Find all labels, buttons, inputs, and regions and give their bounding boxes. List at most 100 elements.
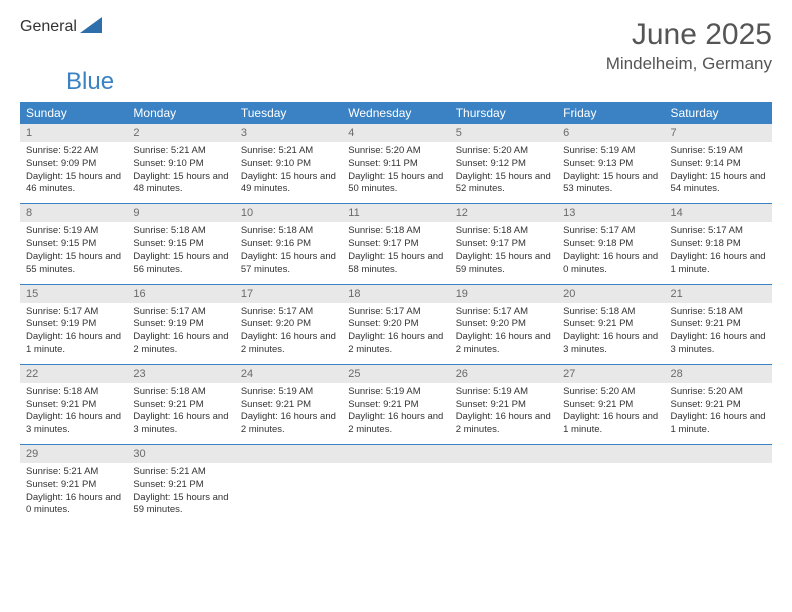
sunrise-text: Sunrise: 5:19 AM [241, 386, 336, 399]
day-content-row: Sunrise: 5:18 AMSunset: 9:21 PMDaylight:… [20, 383, 772, 445]
day-content-row: Sunrise: 5:22 AMSunset: 9:09 PM Daylight:… [20, 142, 772, 204]
day-number-cell [450, 445, 557, 464]
sunrise-text: Sunrise: 5:21 AM [241, 145, 336, 158]
sunrise-text: Sunrise: 5:19 AM [671, 145, 766, 158]
day-content-cell: Sunrise: 5:20 AMSunset: 9:12 PMDaylight:… [450, 142, 557, 204]
sunrise-text: Sunrise: 5:18 AM [563, 306, 658, 319]
sunset-text: Sunset: 9:17 PM [348, 238, 443, 251]
daylight-text: Daylight: 16 hours and 1 minute. [671, 251, 766, 277]
daylight-text: Daylight: 15 hours and 53 minutes. [563, 171, 658, 197]
brand-part2: Blue [66, 68, 114, 95]
day-number-cell: 19 [450, 284, 557, 303]
daylight-text: Daylight: 16 hours and 2 minutes. [348, 331, 443, 357]
day-content-cell: Sunrise: 5:18 AMSunset: 9:21 PMDaylight:… [665, 303, 772, 365]
day-number-cell: 11 [342, 204, 449, 223]
day-number-cell: 3 [235, 124, 342, 142]
daylight-text: Daylight: 16 hours and 0 minutes. [563, 251, 658, 277]
day-number-row: 1234567 [20, 124, 772, 142]
day-content-cell: Sunrise: 5:19 AMSunset: 9:15 PMDaylight:… [20, 222, 127, 284]
day-content-cell: Sunrise: 5:21 AMSunset: 9:10 PMDaylight:… [235, 142, 342, 204]
sunrise-text: Sunrise: 5:17 AM [133, 306, 228, 319]
day-content-cell [450, 463, 557, 524]
sunrise-text: Sunrise: 5:18 AM [133, 225, 228, 238]
day-number-cell: 29 [20, 445, 127, 464]
daylight-text: Daylight: 15 hours and 59 minutes. [456, 251, 551, 277]
day-number-cell: 21 [665, 284, 772, 303]
brand-part1: General [20, 18, 77, 36]
sunset-text: Sunset: 9:19 PM [133, 318, 228, 331]
sunrise-text: Sunrise: 5:20 AM [671, 386, 766, 399]
daylight-text: Daylight: 15 hours and 49 minutes. [241, 171, 336, 197]
day-content-cell: Sunrise: 5:18 AMSunset: 9:16 PMDaylight:… [235, 222, 342, 284]
sunrise-text: Sunrise: 5:19 AM [26, 225, 121, 238]
title-block: June 2025 Mindelheim, Germany [606, 18, 772, 74]
day-number-cell: 24 [235, 364, 342, 383]
day-number-cell: 20 [557, 284, 664, 303]
day-number-cell: 14 [665, 204, 772, 223]
sunset-text: Sunset: 9:19 PM [26, 318, 121, 331]
weekday-header: Sunday [20, 102, 127, 124]
sunset-text: Sunset: 9:11 PM [348, 158, 443, 171]
day-content-cell: Sunrise: 5:18 AMSunset: 9:17 PMDaylight:… [342, 222, 449, 284]
sunset-text: Sunset: 9:17 PM [456, 238, 551, 251]
sunset-text: Sunset: 9:21 PM [456, 399, 551, 412]
day-content-cell: Sunrise: 5:19 AMSunset: 9:21 PMDaylight:… [235, 383, 342, 445]
day-content-cell: Sunrise: 5:18 AMSunset: 9:21 PMDaylight:… [20, 383, 127, 445]
day-content-cell: Sunrise: 5:21 AMSunset: 9:21 PMDaylight:… [127, 463, 234, 524]
sunrise-text: Sunrise: 5:18 AM [671, 306, 766, 319]
daylight-text: Daylight: 16 hours and 2 minutes. [456, 411, 551, 437]
sunrise-text: Sunrise: 5:19 AM [456, 386, 551, 399]
day-content-cell: Sunrise: 5:20 AMSunset: 9:21 PMDaylight:… [665, 383, 772, 445]
day-number-cell [342, 445, 449, 464]
daylight-text: Daylight: 16 hours and 3 minutes. [26, 411, 121, 437]
sunset-text: Sunset: 9:21 PM [563, 399, 658, 412]
daylight-text: Daylight: 16 hours and 3 minutes. [671, 331, 766, 357]
day-number-cell: 2 [127, 124, 234, 142]
daylight-text: Daylight: 15 hours and 56 minutes. [133, 251, 228, 277]
day-number-cell: 16 [127, 284, 234, 303]
day-number-cell: 28 [665, 364, 772, 383]
sunrise-text: Sunrise: 5:22 AM [26, 145, 121, 158]
daylight-text: Daylight: 15 hours and 48 minutes. [133, 171, 228, 197]
day-content-cell: Sunrise: 5:17 AMSunset: 9:20 PMDaylight:… [450, 303, 557, 365]
weekday-header: Thursday [450, 102, 557, 124]
day-content-cell: Sunrise: 5:18 AMSunset: 9:21 PMDaylight:… [557, 303, 664, 365]
daylight-text: Daylight: 16 hours and 2 minutes. [241, 411, 336, 437]
day-number-cell: 13 [557, 204, 664, 223]
sunset-text: Sunset: 9:21 PM [133, 479, 228, 492]
sunset-text: Sunset: 9:16 PM [241, 238, 336, 251]
day-number-cell: 25 [342, 364, 449, 383]
weekday-header: Wednesday [342, 102, 449, 124]
sunset-text: Sunset: 9:21 PM [26, 479, 121, 492]
day-content-cell [235, 463, 342, 524]
page-header: General June 2025 Mindelheim, Germany [20, 18, 772, 74]
day-number-cell: 26 [450, 364, 557, 383]
daylight-text: Daylight: 16 hours and 2 minutes. [348, 411, 443, 437]
sunset-text: Sunset: 9:10 PM [133, 158, 228, 171]
day-content-cell: Sunrise: 5:19 AMSunset: 9:14 PMDaylight:… [665, 142, 772, 204]
day-number-row: 2930 [20, 445, 772, 464]
daylight-text: Daylight: 15 hours and 50 minutes. [348, 171, 443, 197]
sunset-text: Sunset: 9:15 PM [26, 238, 121, 251]
sunrise-text: Sunrise: 5:19 AM [348, 386, 443, 399]
weekday-header-row: Sunday Monday Tuesday Wednesday Thursday… [20, 102, 772, 124]
sunset-text: Sunset: 9:21 PM [671, 318, 766, 331]
day-number-cell: 7 [665, 124, 772, 142]
day-content-cell [665, 463, 772, 524]
sunrise-text: Sunrise: 5:20 AM [563, 386, 658, 399]
daylight-text: Daylight: 16 hours and 2 minutes. [133, 331, 228, 357]
month-title: June 2025 [606, 18, 772, 52]
sunrise-text: Sunrise: 5:18 AM [241, 225, 336, 238]
sunrise-text: Sunrise: 5:20 AM [456, 145, 551, 158]
day-number-cell: 4 [342, 124, 449, 142]
sunrise-text: Sunrise: 5:17 AM [563, 225, 658, 238]
day-number-cell: 17 [235, 284, 342, 303]
day-content-row: Sunrise: 5:21 AMSunset: 9:21 PMDaylight:… [20, 463, 772, 524]
sunset-text: Sunset: 9:09 PM [26, 158, 121, 171]
day-number-cell: 30 [127, 445, 234, 464]
day-number-cell: 15 [20, 284, 127, 303]
sunset-text: Sunset: 9:12 PM [456, 158, 551, 171]
sunset-text: Sunset: 9:20 PM [241, 318, 336, 331]
day-number-row: 15161718192021 [20, 284, 772, 303]
sunrise-text: Sunrise: 5:21 AM [133, 145, 228, 158]
